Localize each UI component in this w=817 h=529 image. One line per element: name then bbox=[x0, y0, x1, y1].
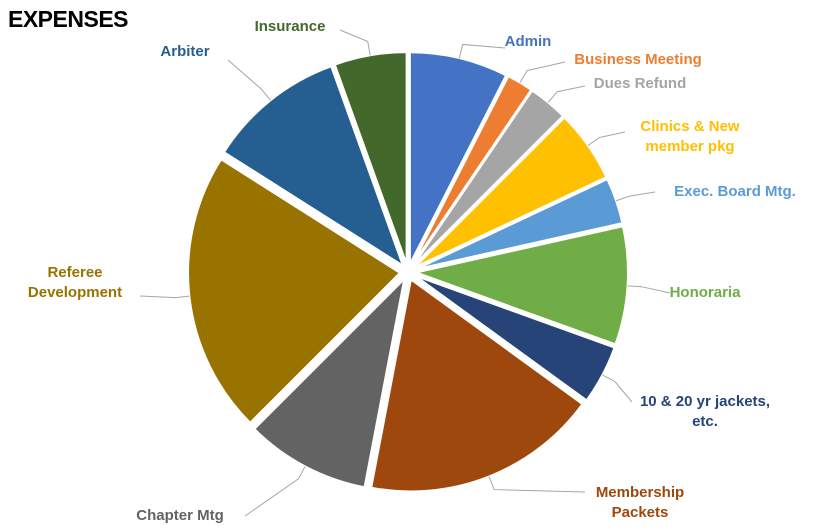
leader-line bbox=[458, 43, 506, 59]
slice-label: Exec. Board Mtg. bbox=[674, 183, 796, 200]
leader-line bbox=[244, 466, 306, 517]
slice-label: Chapter Mtg bbox=[136, 507, 224, 524]
pie-slice bbox=[413, 116, 608, 269]
slice-label: Dues Refund bbox=[593, 75, 687, 92]
slice-label: 10 & 20 yr jackets, etc. bbox=[639, 393, 771, 430]
slice-label: Clinics & New member pkg bbox=[640, 118, 740, 155]
pie-slice bbox=[408, 51, 508, 265]
leader-line bbox=[587, 131, 626, 146]
slice-label: Insurance bbox=[254, 18, 326, 35]
slice-label: Arbiter bbox=[160, 43, 210, 60]
pie-slice bbox=[414, 274, 616, 402]
leader-line bbox=[488, 476, 586, 493]
leader-line bbox=[339, 29, 371, 56]
leader-line bbox=[547, 85, 586, 103]
pie-slice bbox=[252, 276, 406, 489]
pie-slice bbox=[333, 51, 408, 265]
leader-line bbox=[519, 61, 566, 83]
slice-label: Honoraria bbox=[669, 284, 741, 301]
pie-slice bbox=[222, 65, 405, 269]
slice-label: Membership Packets bbox=[595, 484, 685, 521]
pie-slice bbox=[411, 74, 533, 266]
slice-label: Referee Development bbox=[27, 264, 123, 301]
leader-line bbox=[139, 295, 190, 299]
slice-label: Business Meeting bbox=[574, 51, 702, 68]
slice-label: Admin bbox=[504, 33, 552, 50]
leader-line bbox=[627, 285, 671, 294]
leader-line bbox=[227, 59, 271, 101]
leader-line bbox=[602, 374, 633, 403]
leader-line bbox=[615, 191, 656, 202]
chart-title: EXPENSES bbox=[8, 6, 129, 32]
pie-slice bbox=[187, 157, 402, 425]
